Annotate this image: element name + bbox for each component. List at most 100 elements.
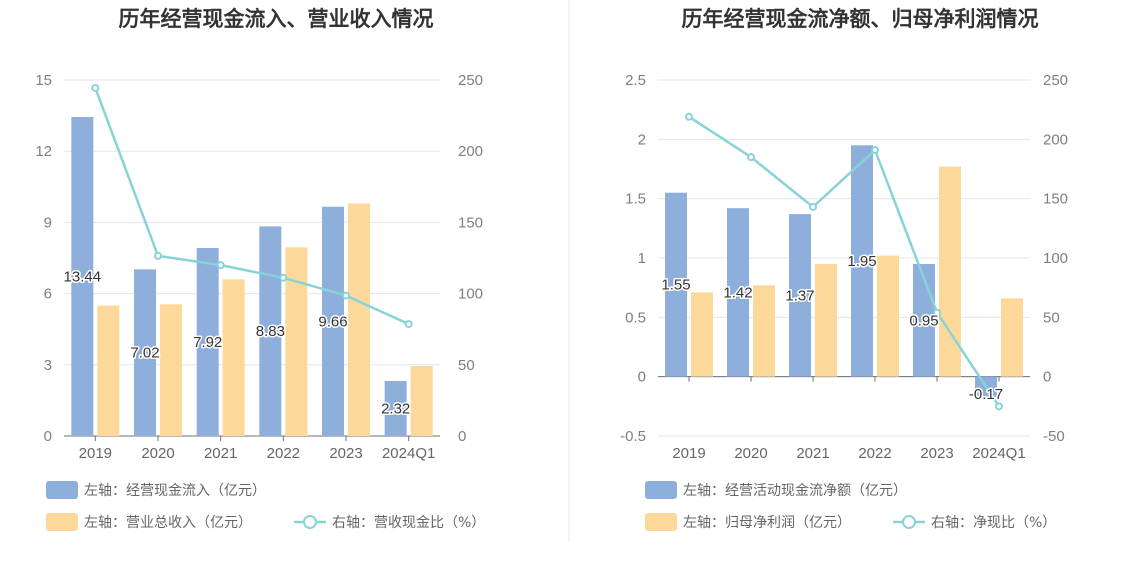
y-left-tick-label: 3 [44, 357, 52, 374]
y-left-tick-label: -0.5 [620, 428, 646, 445]
legend-label: 右轴：净现比（%） [931, 515, 1056, 531]
data-label: 2.32 [381, 400, 410, 417]
y-right-tick-label: 50 [1043, 309, 1060, 326]
legend-label: 左轴：归母净利润（亿元） [683, 514, 851, 531]
x-tick-label: 2023 [920, 445, 953, 462]
bar [789, 214, 811, 377]
legend-swatch [46, 481, 78, 499]
line-point [279, 273, 288, 282]
data-label: 8.83 [256, 323, 285, 340]
bar [851, 145, 873, 377]
x-tick-label: 2021 [796, 445, 829, 462]
y-right-tick-label: 100 [1043, 250, 1068, 267]
line-point [995, 402, 1003, 411]
bar [727, 208, 749, 377]
chart-legend: 左轴：经营活动现金流净额（亿元） 左轴：归母净利润（亿元） 右轴：净现比（%） [645, 481, 1056, 531]
legend-swatch [46, 513, 78, 531]
bar [322, 206, 344, 436]
y-right-tick-label: 50 [458, 357, 475, 374]
bar [259, 226, 282, 436]
line-point [91, 83, 100, 92]
legend-swatch [645, 513, 677, 531]
line-point [933, 308, 941, 317]
bar [753, 285, 775, 377]
legend-label: 左轴：经营现金流入（亿元） [84, 483, 266, 499]
y-right-tick-label: 250 [1043, 72, 1068, 89]
bar [665, 192, 687, 377]
x-tick-label: 2021 [204, 445, 237, 462]
line-point [871, 146, 879, 155]
line-point [154, 251, 162, 260]
y-left-tick-label: 2 [638, 131, 646, 148]
chart-title: 历年经营现金流入、营业收入情况 [119, 7, 434, 31]
x-tick-label: 2024Q1 [382, 445, 435, 462]
y-left-tick-label: 6 [44, 286, 52, 303]
series-line [688, 115, 1001, 408]
bar [222, 279, 245, 436]
x-tick-label: 2024Q1 [972, 445, 1025, 462]
data-label: 9.66 [318, 313, 347, 330]
line-point [809, 202, 817, 211]
y-right-tick-label: 150 [1043, 191, 1068, 208]
bar [815, 263, 837, 377]
bar [160, 304, 182, 436]
chart-legend: 左轴：经营现金流入（亿元） 左轴：营业总收入（亿元） 右轴：营收现金比（%） [46, 481, 485, 531]
bar [71, 117, 94, 437]
y-right-tick-label: 200 [458, 143, 483, 160]
x-tick-label: 2022 [858, 445, 891, 462]
y-left-tick-label: 0.5 [625, 309, 646, 326]
line-point [747, 153, 755, 162]
bar [877, 255, 899, 377]
x-tick-label: 2019 [672, 445, 705, 462]
chart-panel-net-cash-flow: 历年经营现金流净额、归母净利润情况 -0.5 0 0.5 1 1.5 2 2.5 -50 0 50… [620, 7, 1068, 531]
line-point [342, 291, 350, 300]
legend-label: 左轴：经营活动现金流净额（亿元） [683, 483, 907, 499]
x-tick-label: 2022 [267, 445, 300, 462]
data-label: 1.95 [847, 253, 876, 270]
y-left-tick-label: 2.5 [625, 72, 646, 89]
bar [348, 203, 370, 436]
line-point [685, 112, 693, 121]
bar [196, 248, 219, 436]
data-label: 1.42 [723, 284, 752, 301]
chart-panel-cash-inflow: 历年经营现金流入、营业收入情况 036912150501001502002502… [35, 7, 485, 531]
chart-title: 历年经营现金流净额、归母净利润情况 [682, 7, 1039, 31]
legend-label: 左轴：营业总收入（亿元） [84, 515, 252, 531]
x-tick-label: 2020 [141, 445, 174, 462]
y-left-tick-label: 1.5 [625, 191, 646, 208]
x-tick-label: 2023 [329, 445, 362, 462]
bar [384, 380, 407, 436]
x-tick-label: 2019 [79, 445, 112, 462]
y-right-tick-label: 200 [1043, 131, 1068, 148]
y-right-tick-label: 0 [458, 428, 466, 445]
legend-marker [902, 515, 916, 529]
bar [1001, 298, 1023, 377]
data-label: 7.02 [130, 345, 159, 362]
bar [691, 292, 713, 377]
data-label: 13.44 [64, 269, 102, 286]
data-label: 7.92 [193, 334, 222, 351]
bar [134, 269, 156, 436]
y-right-tick-label: -50 [1043, 428, 1065, 445]
legend-label: 右轴：营收现金比（%） [332, 515, 485, 531]
y-right-tick-label: 0 [1043, 369, 1051, 386]
bar [97, 305, 120, 436]
legend-swatch [645, 481, 677, 499]
y-left-tick-label: 12 [35, 143, 52, 160]
y-right-tick-label: 250 [458, 72, 483, 89]
y-left-tick-label: 0 [44, 428, 52, 445]
series-line [94, 87, 410, 326]
legend-marker [303, 515, 317, 529]
line-point [216, 261, 225, 270]
y-left-tick-label: 0 [638, 369, 646, 386]
data-label: -0.17 [969, 386, 1003, 403]
bar [285, 247, 308, 436]
y-left-tick-label: 1 [638, 250, 646, 267]
x-tick-label: 2020 [734, 445, 767, 462]
y-left-tick-label: 9 [44, 214, 52, 231]
y-left-tick-label: 15 [35, 72, 52, 89]
data-label: 1.55 [661, 277, 690, 294]
y-right-tick-label: 100 [458, 286, 483, 303]
